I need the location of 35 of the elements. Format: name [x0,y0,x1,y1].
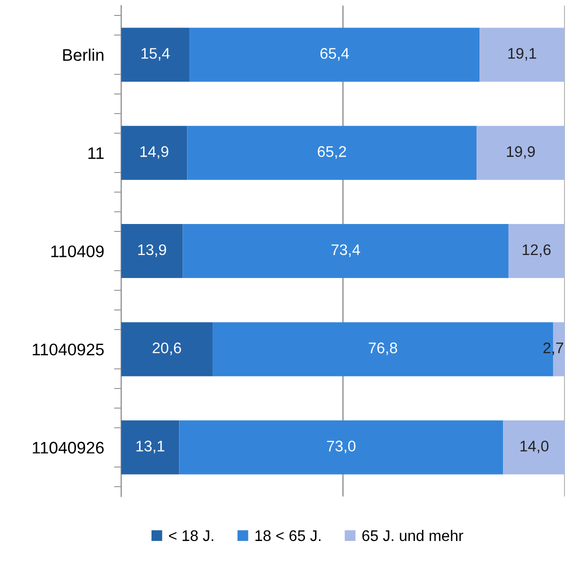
legend-label: < 18 J. [169,530,214,542]
bar [503,420,565,474]
bar [121,126,188,180]
legend-label: 65 J. und mehr [362,530,464,542]
bar [179,420,504,474]
y-tick-label: 11040926 [32,442,104,454]
bar [121,224,183,278]
legend-label: 18 < 65 J. [255,530,320,542]
bar [187,126,477,180]
bar [476,126,565,180]
bar [182,224,508,278]
bar [508,224,564,278]
data-label: 13,1 [136,440,164,454]
data-label: 73,4 [332,244,360,257]
data-label: 15,4 [142,48,170,61]
bar [121,420,180,474]
y-tick-label: 11 [88,147,104,159]
data-label: 14,9 [140,146,168,159]
data-label: 13,9 [138,244,166,257]
data-label: 19,1 [508,48,536,61]
data-label: 73,0 [327,440,356,454]
bar [480,28,564,82]
data-label: 65,2 [318,146,346,159]
data-label: 14,0 [520,440,548,454]
bar [121,322,213,376]
y-tick-label: 11040925 [32,344,104,356]
y-tick-label: 110409 [51,245,104,258]
data-label: 19,9 [506,146,535,159]
bar [189,28,480,82]
data-label: 65,4 [320,48,349,61]
bar [121,28,190,82]
data-label: 76,8 [368,342,398,356]
data-label: 12,6 [522,244,551,257]
data-label: 20,6 [152,342,182,356]
y-tick-label: Berlin [63,48,104,61]
